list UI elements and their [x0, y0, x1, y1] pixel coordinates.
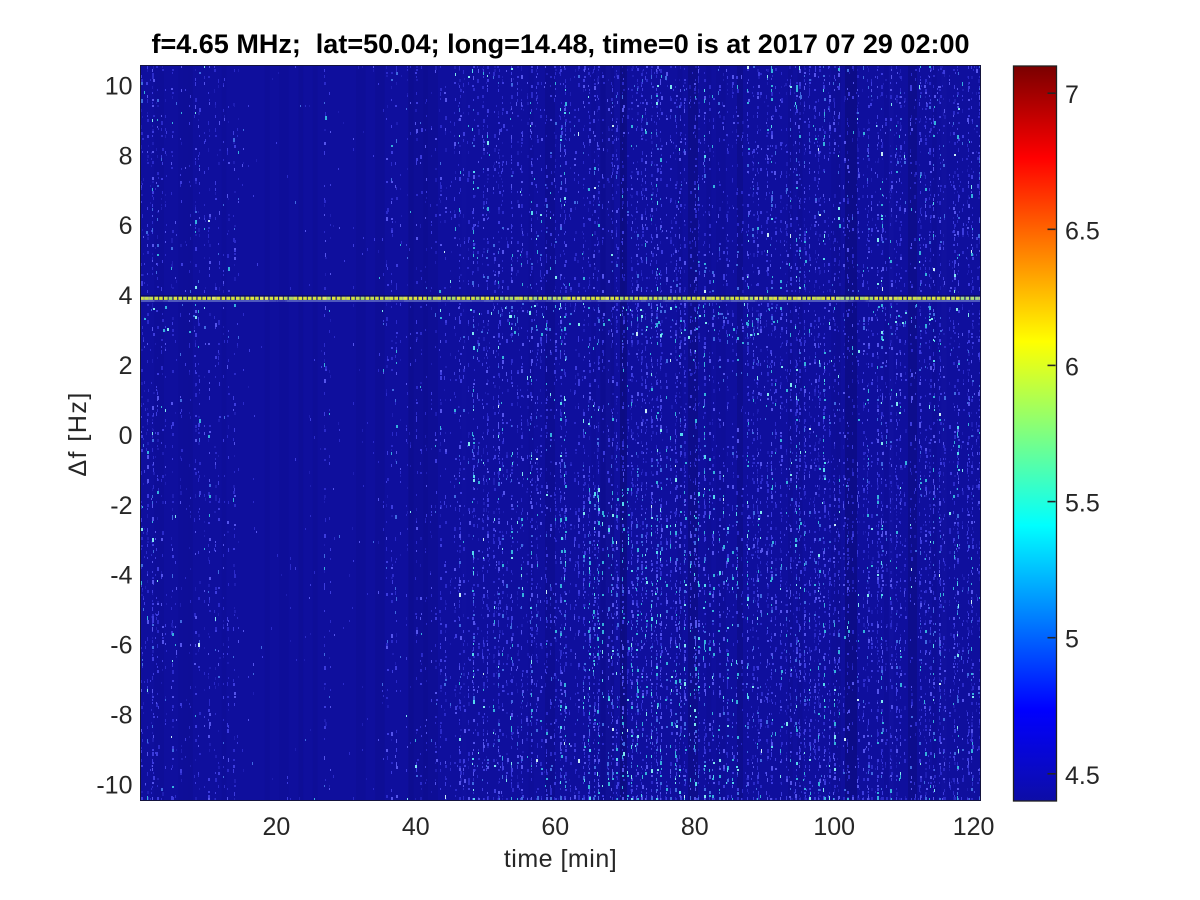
- svg-text:-8: -8: [110, 702, 132, 730]
- svg-text:-4: -4: [110, 562, 132, 590]
- svg-text:5.5: 5.5: [1065, 490, 1100, 518]
- svg-text:f=4.65 MHz; lat=50.04; long=1: f=4.65 MHz; lat=50.04; long=14.48, time=…: [152, 29, 970, 59]
- svg-text:-6: -6: [110, 632, 132, 660]
- svg-text:100: 100: [813, 813, 855, 841]
- svg-text:40: 40: [402, 813, 430, 841]
- svg-text:4: 4: [119, 282, 133, 310]
- svg-text:120: 120: [953, 813, 995, 841]
- svg-text:6: 6: [119, 212, 133, 240]
- svg-text:Δf [Hz]: Δf [Hz]: [64, 391, 92, 477]
- svg-text:6.5: 6.5: [1065, 217, 1100, 245]
- svg-text:60: 60: [541, 813, 569, 841]
- svg-text:8: 8: [119, 142, 133, 170]
- svg-text:time [min]: time [min]: [504, 845, 617, 873]
- svg-text:80: 80: [681, 813, 709, 841]
- svg-text:20: 20: [262, 813, 290, 841]
- svg-text:6: 6: [1065, 353, 1079, 381]
- svg-text:5: 5: [1065, 626, 1079, 654]
- svg-text:10: 10: [105, 72, 133, 100]
- svg-text:2: 2: [119, 352, 133, 380]
- svg-text:-10: -10: [96, 771, 132, 799]
- svg-text:0: 0: [119, 422, 133, 450]
- svg-text:7: 7: [1065, 81, 1079, 109]
- svg-text:-2: -2: [110, 492, 132, 520]
- svg-text:4.5: 4.5: [1065, 762, 1100, 790]
